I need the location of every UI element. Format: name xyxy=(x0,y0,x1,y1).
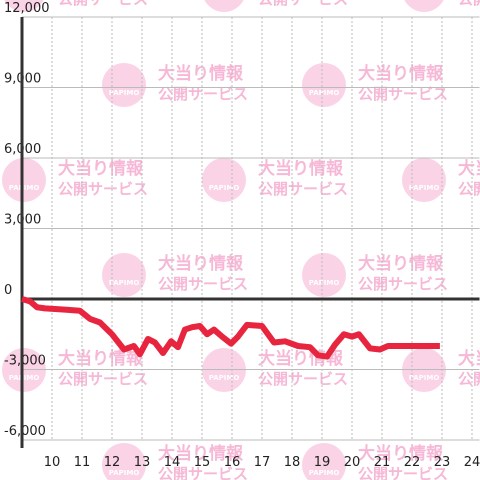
watermark-logo xyxy=(102,63,146,107)
x-tick-label: 24 xyxy=(464,455,480,470)
watermark-text: 公開サービス xyxy=(258,180,348,198)
watermark-logo-text: PAPIMO xyxy=(9,184,40,192)
watermark-text: 公開サービス xyxy=(258,0,348,8)
x-tick-label: 20 xyxy=(344,455,361,470)
y-tick-label: 0 xyxy=(4,283,12,298)
x-tick-label: 22 xyxy=(404,455,421,470)
watermark-logo xyxy=(202,158,246,202)
watermark-text: 公開サービス xyxy=(258,370,348,388)
watermark-logo xyxy=(404,0,444,12)
x-tick-label: 23 xyxy=(434,455,451,470)
y-tick-label: -3,000 xyxy=(4,354,46,369)
x-tick-label: 10 xyxy=(44,455,61,470)
plot: 10 11 12 13 14 15 16 17 18 19 20 21 22 23 24 -6,000 -3,0… xyxy=(4,1,480,470)
x-tick-label: 13 xyxy=(134,455,151,470)
watermark-logo xyxy=(102,253,146,297)
watermark-text: 大当り情報 xyxy=(58,158,144,179)
watermark-text: 大当り情報 xyxy=(458,158,480,179)
x-tick-label: 21 xyxy=(374,455,391,470)
watermark-text: 大当り情報 xyxy=(358,63,444,84)
watermark-text: 大当り情報 xyxy=(58,348,144,369)
watermark-logo-text: PAPIMO xyxy=(409,184,440,192)
watermark-text: 公開サービス xyxy=(58,180,148,198)
watermark-text: 公開サービス xyxy=(458,0,480,8)
x-tick-label: 19 xyxy=(314,455,331,470)
x-tick-label: 15 xyxy=(194,455,211,470)
watermark-text: 公開サービス xyxy=(158,85,248,103)
watermark-logo-text: PAPIMO xyxy=(9,0,40,2)
watermark-text: 大当り情報 xyxy=(258,158,344,179)
data-line xyxy=(21,296,440,360)
x-tick-label: 17 xyxy=(254,455,271,470)
watermark-text: 大当り情報 xyxy=(158,443,244,464)
watermark-text: 公開サービス xyxy=(358,85,448,103)
x-tick-label: 18 xyxy=(284,455,301,470)
watermark-text: 公開サービス xyxy=(58,0,148,8)
y-tick-label: -6,000 xyxy=(4,424,46,439)
watermark-text: 公開サービス xyxy=(158,275,248,293)
watermark-logo xyxy=(402,158,446,202)
watermark-logo-text: PAPIMO xyxy=(309,469,340,477)
watermark-logo-text: PAPIMO xyxy=(209,184,240,192)
watermark-logo-text: PAPIMO xyxy=(109,469,140,477)
watermark-text: 公開サービス xyxy=(458,370,480,388)
watermark-text: 大当り情報 xyxy=(358,253,444,274)
watermark-logo xyxy=(2,158,46,202)
watermark-text: 大当り情報 xyxy=(158,63,244,84)
watermark-text: 公開サービス xyxy=(158,465,248,480)
watermark-logo xyxy=(204,0,244,12)
watermark-logo-text: PAPIMO xyxy=(109,89,140,97)
watermark-text: 大当り情報 xyxy=(458,348,480,369)
watermark-logo xyxy=(302,443,346,480)
watermark-logo xyxy=(4,0,44,12)
watermark-logo-text: PAPIMO xyxy=(109,279,140,287)
watermark-logo-text: PAPIMO xyxy=(409,0,440,2)
watermark-logo-text: PAPIMO xyxy=(9,374,40,382)
watermark-text: 公開サービス xyxy=(458,180,480,198)
watermark-text: 大当り情報 xyxy=(358,443,444,464)
watermark-logo-text: PAPIMO xyxy=(409,374,440,382)
watermark-text: 公開サービス xyxy=(358,275,448,293)
watermark-text: 大当り情報 xyxy=(158,253,244,274)
watermark-logo-text: PAPIMO xyxy=(209,0,240,2)
watermark-text: 公開サービス xyxy=(58,370,148,388)
watermark-logo-text: PAPIMO xyxy=(309,89,340,97)
watermark-logo xyxy=(302,253,346,297)
watermark-text: 公開サービス xyxy=(358,465,448,480)
watermark-logo xyxy=(102,443,146,480)
x-tick-label: 14 xyxy=(164,455,181,470)
watermark-logo xyxy=(302,63,346,107)
y-tick-label: 12,000 xyxy=(4,1,50,16)
watermark-logo-text: PAPIMO xyxy=(209,374,240,382)
x-tick-label: 11 xyxy=(74,455,91,470)
x-tick-label: 16 xyxy=(224,455,241,470)
x-tick-label: 12 xyxy=(104,455,121,470)
watermark-logo-text: PAPIMO xyxy=(309,279,340,287)
